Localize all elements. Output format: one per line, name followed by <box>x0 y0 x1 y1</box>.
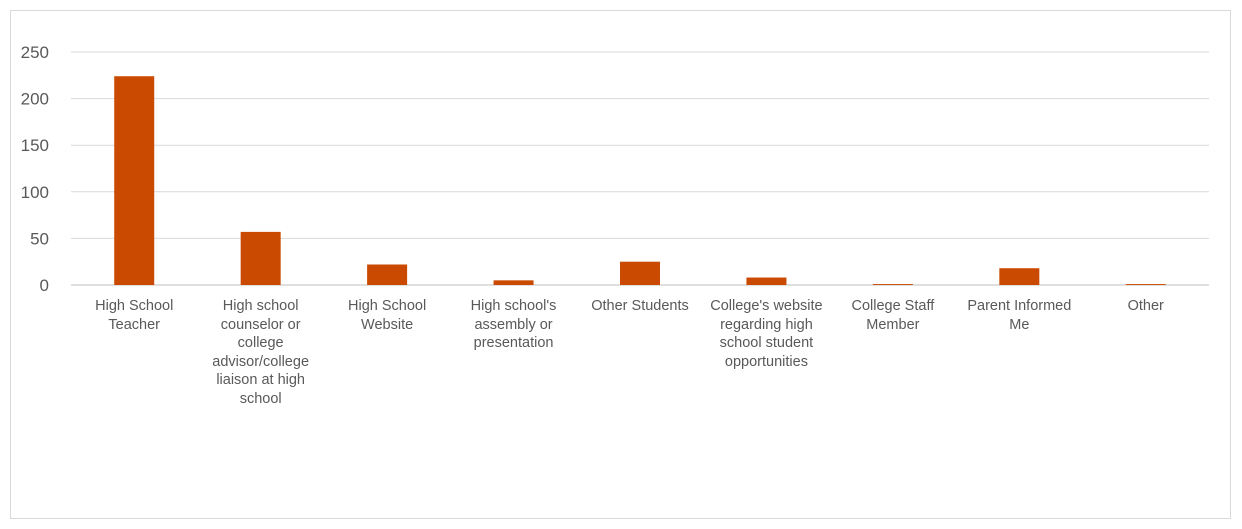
bar <box>114 76 155 286</box>
y-tick-label: 200 <box>21 90 49 109</box>
x-tick-label: College's website regarding high school … <box>710 298 823 370</box>
x-tick-label: Other Students <box>591 298 689 314</box>
bar <box>872 284 913 285</box>
x-tick-label: High School Website <box>348 298 427 333</box>
y-tick-label: 150 <box>21 136 49 155</box>
chart-frame: 0 50 100 150 200 250 High School Teacher High … <box>10 10 1231 519</box>
bar <box>1125 284 1166 285</box>
y-axis-ticks: 0 50 100 150 200 250 <box>21 43 49 295</box>
x-tick-label: High School Teacher <box>95 298 174 333</box>
bar <box>493 280 534 285</box>
x-tick-label: Parent Informed Me <box>967 298 1072 333</box>
bars <box>114 76 1166 286</box>
y-tick-label: 100 <box>21 183 49 202</box>
y-tick-label: 50 <box>30 229 49 248</box>
x-tick-label: College Staff Member <box>851 298 935 333</box>
bar <box>746 277 787 285</box>
y-tick-label: 250 <box>21 43 49 62</box>
bar <box>620 261 660 285</box>
bar <box>240 231 281 285</box>
x-tick-label: High school's assembly or presentation <box>470 298 557 352</box>
bar-chart: 0 50 100 150 200 250 <box>21 43 1209 295</box>
y-tick-label: 0 <box>40 276 49 295</box>
bar <box>367 264 408 285</box>
x-tick-label: High school counselor or college advisor… <box>212 298 310 407</box>
bar <box>999 268 1040 285</box>
x-tick-label: Other <box>1127 298 1164 314</box>
